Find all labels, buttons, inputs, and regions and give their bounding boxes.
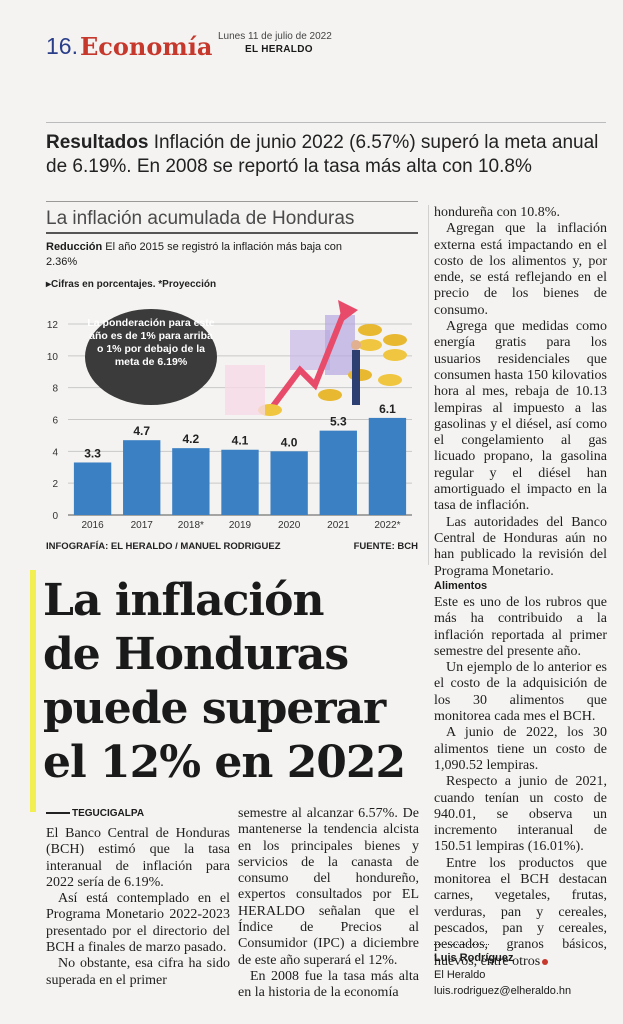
paragraph: Un ejemplo de lo anterior es el costo de…: [434, 660, 607, 725]
bar-value-label: 4.1: [232, 434, 249, 448]
body-column-2: semestre al alcanzar 6.57%. De manteners…: [238, 806, 419, 1002]
x-tick-label: 2017: [131, 520, 154, 531]
end-mark-icon: [542, 958, 549, 965]
byline-divider: [434, 944, 489, 945]
y-tick-label: 6: [52, 416, 58, 427]
paragraph: Este es uno de los rubros que más ha con…: [434, 595, 607, 659]
chart-title: La inflación acumulada de Honduras: [46, 201, 418, 234]
x-tick-label: 2019: [229, 520, 252, 531]
page-number: 16.: [46, 33, 78, 59]
paragraph: Las autoridades del Banco Central de Hon…: [434, 514, 607, 579]
x-tick-label: 2020: [278, 520, 301, 531]
issue-date: Lunes 11 de julio de 2022: [218, 31, 332, 42]
bar: [123, 440, 161, 515]
bar-value-label: 4.0: [281, 435, 298, 449]
paragraph-text: Entre los productos que monitorea el BCH…: [434, 855, 607, 969]
bar: [368, 417, 407, 515]
chart-note: ▸Cifras en porcentajes. *Proyección: [46, 279, 216, 290]
chart-lead: Reducción El año 2015 se registró la inf…: [46, 240, 346, 270]
paragraph: Agregan que la inflación externa está im…: [434, 221, 607, 318]
section-heading: Alimentos: [434, 580, 488, 592]
chart-lead-label: Reducción: [46, 241, 103, 253]
body-column-3: hondureña con 10.8%. Agregan que la infl…: [434, 205, 607, 580]
highlight-mark: [30, 570, 36, 812]
section-title: Economía: [80, 32, 213, 61]
y-tick-label: 10: [47, 352, 59, 363]
chart-x-ticks: 2016 2017 2018* 2019 2020 2021 2022*: [81, 520, 400, 531]
chart-source: FUENTE: BCH: [353, 541, 418, 552]
headline-line: puede superar: [43, 683, 386, 734]
chart-y-ticks: 0 2 4 6 8 10 12: [47, 320, 59, 522]
author-name: Luis Rodríguez: [434, 952, 514, 964]
y-tick-label: 8: [52, 384, 58, 395]
bar-value-label: 5.3: [330, 415, 347, 429]
chart-lead-text: El año 2015 se registró la inflación más…: [46, 241, 342, 268]
paragraph: hondureña con 10.8%.: [434, 205, 560, 220]
chart-credits: INFOGRAFÍA: EL HERALDO / MANUEL RODRIGUE…: [46, 541, 418, 552]
bar-value-label: 4.2: [183, 432, 200, 446]
author-org: El Heraldo: [434, 969, 486, 981]
paragraph: A junio de 2022, los 30 alimentos tiene …: [434, 725, 607, 773]
triangle-bullet-icon: ▸: [46, 279, 52, 290]
headline-line: La inflación: [43, 575, 324, 626]
chart-value-labels: 3.3 4.7 4.2 4.1 4.0 5.3 6.1: [84, 402, 396, 461]
paragraph: Respecto a junio de 2021, cuando tenían …: [434, 774, 607, 855]
headline: La inflación de Honduras puede superar e…: [43, 574, 423, 790]
body-column-3b: Este es uno de los rubros que más ha con…: [434, 595, 607, 970]
paragraph: Agrega que medidas como energía gratis p…: [434, 319, 607, 514]
y-tick-label: 4: [52, 447, 58, 458]
bar: [221, 449, 259, 515]
paragraph: El Banco Central de Honduras (BCH) estim…: [46, 826, 230, 890]
paragraph: En 2008 fue la tasa más alta en la histo…: [238, 968, 419, 1001]
y-tick-label: 0: [52, 511, 58, 522]
chart-callout: La ponderación para este año es de 1% pa…: [85, 309, 217, 405]
headline-line: el 12% en 2022: [43, 737, 406, 788]
body-column-1: El Banco Central de Honduras (BCH) estim…: [46, 826, 230, 989]
y-tick-label: 12: [47, 320, 59, 331]
chart-credit-left: INFOGRAFÍA: EL HERALDO / MANUEL RODRIGUE…: [46, 541, 281, 552]
newspaper-name: EL HERALDO: [245, 44, 313, 55]
x-tick-label: 2016: [81, 520, 104, 531]
bar: [73, 462, 112, 515]
paragraph: No obstante, esa cifra ha sido superada …: [46, 956, 230, 988]
y-tick-label: 2: [52, 479, 58, 490]
bar: [270, 451, 308, 515]
bar-value-label: 3.3: [84, 446, 101, 460]
chart-note-text: Cifras en porcentajes. *Proyección: [51, 279, 217, 290]
chart-bars: [73, 417, 407, 515]
bar-value-label: 4.7: [133, 424, 150, 438]
paragraph: semestre al alcanzar 6.57%. De manteners…: [238, 806, 419, 968]
subheadline: Resultados Inflación de junio 2022 (6.57…: [46, 131, 606, 179]
divider: [46, 122, 606, 123]
x-tick-label: 2022*: [374, 520, 400, 531]
paragraph: Así está contemplado en el Programa Mone…: [46, 891, 230, 956]
subheadline-lead: Resultados: [46, 132, 149, 153]
x-tick-label: 2021: [327, 520, 350, 531]
coins-illustration: [225, 300, 407, 416]
subheadline-text: Inflación de junio 2022 (6.57%) superó l…: [46, 132, 599, 177]
bar-value-label: 6.1: [379, 402, 396, 416]
author-email[interactable]: luis.rodriguez@elheraldo.hn: [434, 985, 572, 997]
bar: [172, 448, 210, 515]
x-tick-label: 2018*: [178, 520, 204, 531]
headline-line: de Honduras: [43, 629, 349, 680]
paragraph-last: Entre los productos que monitorea el BCH…: [434, 856, 607, 970]
dateline: TEGUCIGALPA: [46, 808, 144, 819]
column-divider: [428, 205, 429, 565]
bar: [319, 430, 357, 515]
